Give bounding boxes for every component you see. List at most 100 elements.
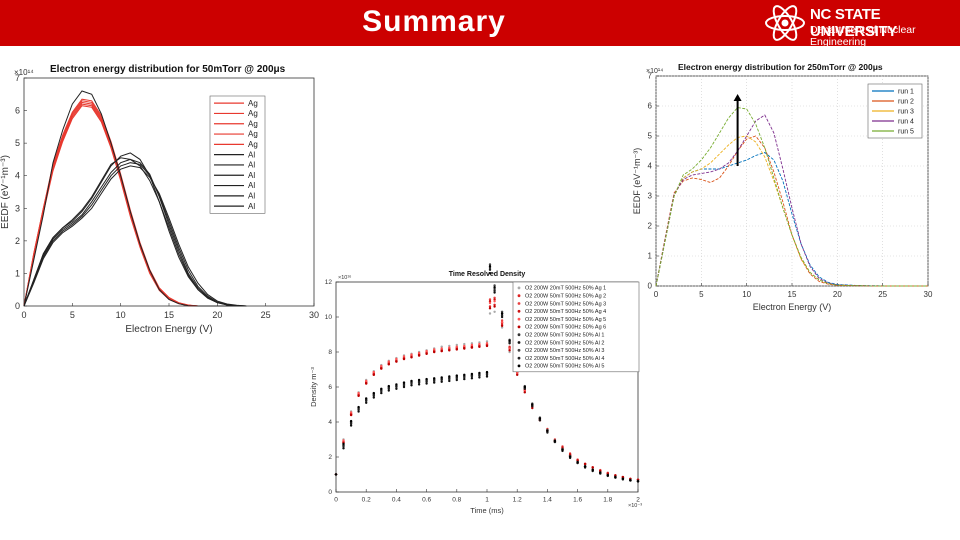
x-tick-label: 15 [164,310,174,320]
data-point [357,405,360,409]
data-point [583,465,587,468]
data-point [493,303,496,306]
data-point [531,406,534,410]
chart-eedf-250mtorr: 0 5 10 15 20 25 30 0 1 2 3 4 5 6 7 Electron Energy (V) E… [620,56,935,322]
x-tick-label: 1.8 [603,497,612,504]
legend-swatch [517,325,521,329]
series-line [23,162,247,307]
legend-swatch [517,309,521,313]
data-point [425,352,428,355]
data-point [508,350,511,354]
y-tick-label: 3 [15,203,20,213]
data-point [493,296,496,299]
x-tick-label: 0.4 [392,497,401,504]
data-point [500,315,504,319]
data-point [440,349,443,353]
y-tick-label: 1 [15,268,20,278]
data-point [448,377,451,380]
y-tick-label: 2 [648,222,653,231]
chart-time-resolved-density: 0 0.2 0.4 0.6 0.8 1 1.2 1.4 1.6 1.8 2 0 2 4 6 8 10 12 Time… [300,258,650,530]
data-point [478,342,481,346]
data-point [488,263,492,266]
legend-entry: O2 200W 50mT 500Hz 50% Al 4 [525,356,604,362]
y-axis-label: EEDF (eV⁻¹m⁻³) [0,155,11,229]
data-point [488,265,492,268]
legend-entry: Ag [248,119,258,128]
data-point [365,379,368,383]
data-point [470,343,474,347]
data-point [531,403,534,406]
data-point [440,380,443,383]
x-tick-label: 25 [261,310,271,320]
data-point [485,370,489,374]
x-tick-label: 0 [654,290,659,299]
data-point [485,340,489,343]
data-point [455,343,458,347]
data-point [516,373,519,376]
x-axis-label: Time (ms) [470,506,504,515]
data-point [365,401,368,404]
y-axis-label: Density m⁻³ [309,367,318,407]
data-point [357,391,360,395]
data-point [349,419,353,423]
legend-swatch [517,286,521,290]
data-point [417,351,421,355]
y-multiplier-label: ×10¹⁴ [14,68,34,77]
data-point [387,360,390,363]
data-point [488,301,492,305]
data-point [478,373,481,376]
data-point [402,355,406,358]
data-point [488,305,492,308]
y-tick-label: 4 [648,162,653,171]
data-point [488,266,492,270]
y-tick-label: 2 [15,236,20,246]
data-point [470,342,474,345]
data-point [349,421,353,425]
y-multiplier-label: ×10¹⁴ [646,68,663,75]
legend-swatch [517,356,521,360]
x-tick-label: 20 [212,310,222,320]
x-tick-label: 2 [636,497,640,504]
data-point [493,305,496,308]
x-axis-label: Electron Energy (V) [753,302,832,312]
data-point [500,314,504,317]
data-point [395,383,398,386]
data-point [433,350,436,354]
data-point [433,381,436,384]
data-point [342,447,345,450]
data-point [561,448,564,451]
data-point [433,348,436,351]
x-tick-label: 30 [924,290,933,299]
data-point [425,377,428,381]
y-tick-label: 4 [328,419,332,426]
x-tick-label: 1 [485,497,489,504]
data-point [402,383,406,386]
data-point [523,385,526,389]
x-tick-label: 25 [878,290,887,299]
y-tick-label: 6 [328,384,332,391]
data-point [372,373,375,376]
data-point [478,371,481,375]
data-point [455,378,458,382]
data-point [485,342,489,345]
data-point [372,370,375,374]
legend-entry: Ag [248,140,258,149]
data-point [500,324,504,327]
legend-entry: Ag [248,130,258,139]
legend-entry: Al [248,192,255,201]
chart-title: Electron energy distribution for 250mTor… [678,62,883,72]
y-tick-label: 1 [648,252,653,261]
data-point [372,393,375,397]
x-multiplier-label: ×10⁻³ [628,503,642,509]
data-point [410,353,413,356]
legend-swatch [517,333,521,337]
data-point [410,379,413,383]
data-point [470,372,474,376]
data-point [433,377,436,380]
data-point [463,375,466,378]
x-tick-label: 10 [116,310,126,320]
data-point [433,378,436,382]
data-point [488,272,492,275]
x-tick-label: 0 [21,310,26,320]
y-tick-label: 12 [325,279,333,286]
